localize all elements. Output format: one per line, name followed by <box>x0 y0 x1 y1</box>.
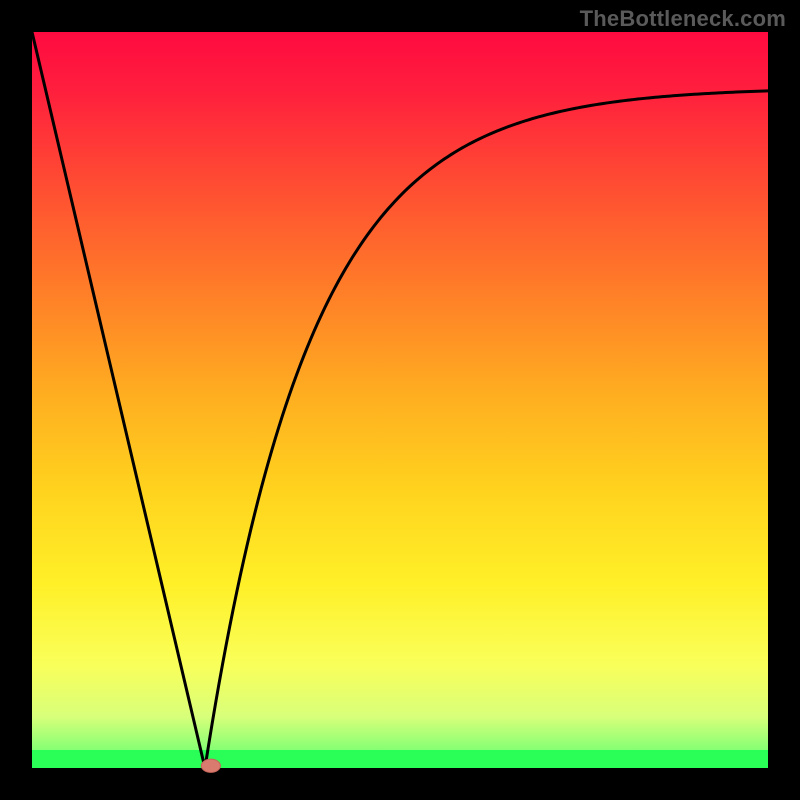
watermark-text: TheBottleneck.com <box>580 6 786 32</box>
gradient-background <box>32 32 768 768</box>
optimum-marker <box>201 759 220 772</box>
bottleneck-chart <box>0 0 800 800</box>
green-band <box>32 750 768 768</box>
chart-frame: TheBottleneck.com <box>0 0 800 800</box>
